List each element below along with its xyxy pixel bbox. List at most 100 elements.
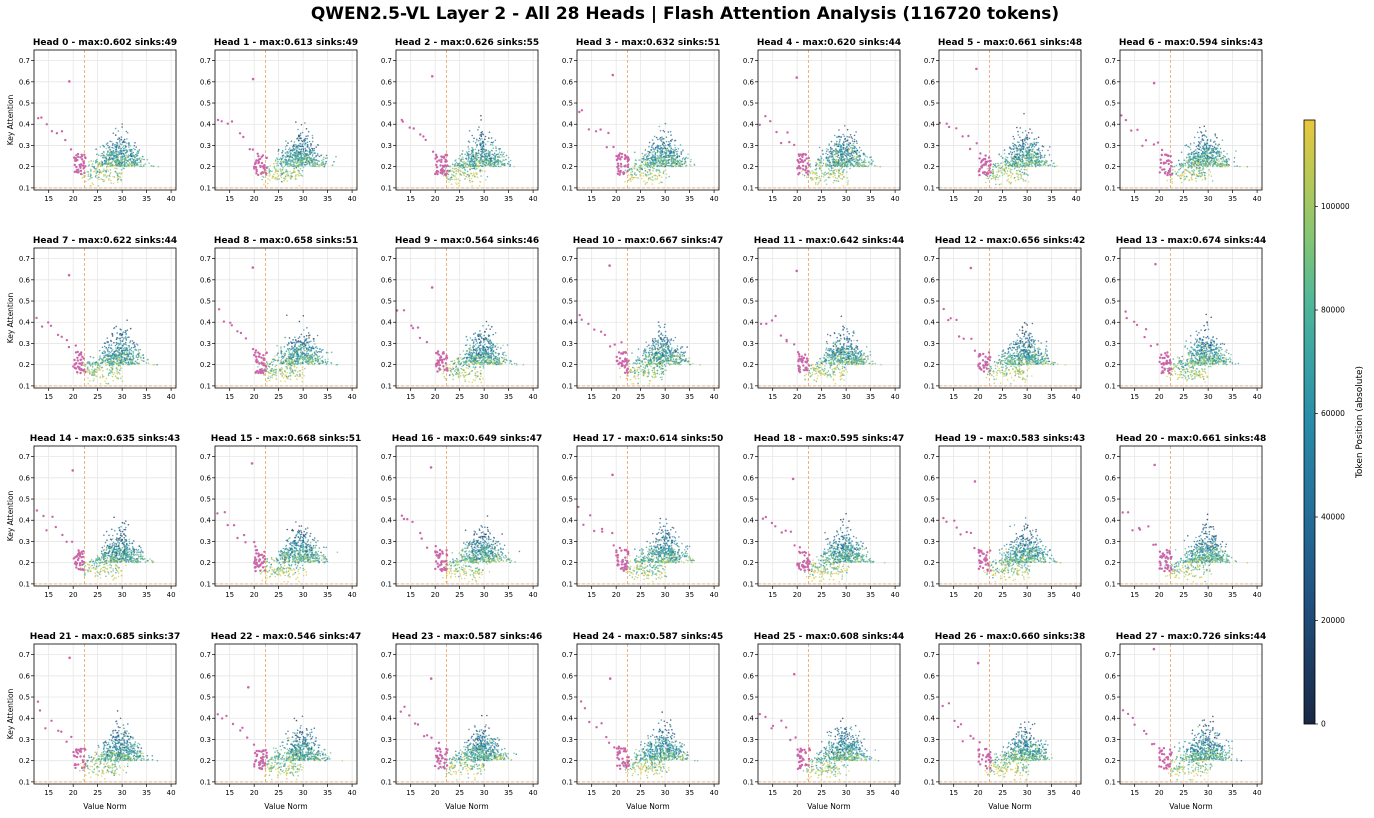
token-point (661, 164, 663, 166)
token-point (1208, 148, 1210, 150)
token-point (473, 174, 475, 176)
token-point (1010, 177, 1012, 179)
token-point (846, 149, 848, 151)
token-point (453, 171, 455, 173)
token-point (102, 145, 104, 147)
y-tick-label: 0.5 (200, 100, 211, 108)
token-point (501, 161, 503, 163)
sink-point (588, 128, 590, 130)
token-point (851, 145, 853, 147)
token-point (1202, 153, 1204, 155)
token-point (815, 162, 817, 164)
y-tick-label: 0.3 (19, 142, 30, 150)
sink-point (51, 130, 53, 132)
token-point (663, 130, 665, 132)
token-point (1042, 150, 1044, 152)
x-tick-label: 40 (529, 195, 538, 203)
token-point (1023, 157, 1025, 159)
token-point (825, 172, 827, 174)
token-point (1022, 172, 1024, 174)
token-point (661, 151, 663, 153)
y-tick-label: 0.2 (562, 163, 573, 171)
token-point (1214, 133, 1216, 135)
x-tick-label: 25 (455, 195, 464, 203)
token-point (669, 152, 671, 154)
token-point (296, 167, 298, 169)
token-point (261, 179, 263, 181)
token-point (118, 163, 120, 165)
token-point (289, 147, 291, 149)
token-point (125, 163, 127, 165)
token-point (836, 159, 838, 161)
token-point (652, 139, 654, 141)
token-point (478, 165, 480, 167)
token-point (130, 152, 132, 154)
token-point (1009, 165, 1011, 167)
token-point (667, 157, 669, 159)
token-point (653, 149, 655, 151)
sink-point (409, 126, 411, 128)
token-point (673, 163, 675, 165)
token-point (116, 168, 118, 170)
token-point (1189, 179, 1191, 181)
y-tick-label: 0.5 (924, 100, 935, 108)
token-point (829, 156, 831, 158)
token-point (281, 173, 283, 175)
sink-point (989, 160, 991, 162)
token-point (816, 168, 818, 170)
x-tick-label: 25 (817, 195, 826, 203)
sink-point (82, 160, 84, 162)
token-point (125, 166, 127, 168)
sink-point (805, 171, 807, 173)
token-point (812, 173, 814, 175)
token-points (624, 123, 695, 185)
sink-point (440, 169, 442, 171)
token-point (628, 174, 630, 176)
token-point (1216, 137, 1218, 139)
token-point (659, 161, 661, 163)
token-point (677, 155, 679, 157)
token-point (267, 183, 269, 185)
token-point (294, 168, 296, 170)
token-point (644, 154, 646, 156)
token-point (285, 156, 287, 158)
token-point (1014, 151, 1016, 153)
sink-point (438, 159, 440, 161)
x-tick-label: 40 (348, 195, 357, 203)
token-point (485, 179, 487, 181)
token-point (1226, 153, 1228, 155)
y-tick-label: 0.5 (381, 100, 392, 108)
token-point (846, 157, 848, 159)
token-point (454, 179, 456, 181)
token-point (1202, 155, 1204, 157)
token-point (851, 150, 853, 152)
token-point (1020, 145, 1022, 147)
sink-point (626, 170, 628, 172)
token-point (1025, 148, 1027, 150)
token-point (1179, 163, 1181, 165)
token-point (468, 151, 470, 153)
axes-frame (577, 50, 719, 190)
token-point (99, 171, 101, 173)
token-point (1039, 152, 1041, 154)
sink-point (606, 146, 608, 148)
token-point (312, 165, 314, 167)
token-point (645, 162, 647, 164)
token-point (849, 168, 851, 170)
y-tick-label: 0.4 (19, 121, 31, 129)
token-point (842, 153, 844, 155)
token-point (287, 156, 289, 158)
token-point (842, 174, 844, 176)
token-point (279, 163, 281, 165)
token-point (634, 177, 636, 179)
token-point (998, 167, 1000, 169)
token-point (120, 148, 122, 150)
token-point (465, 162, 467, 164)
token-point (820, 162, 822, 164)
token-point (838, 129, 840, 131)
token-point (1177, 171, 1179, 173)
token-point (1199, 127, 1201, 129)
token-point (131, 156, 133, 158)
token-point (476, 163, 478, 165)
token-point (137, 164, 139, 166)
